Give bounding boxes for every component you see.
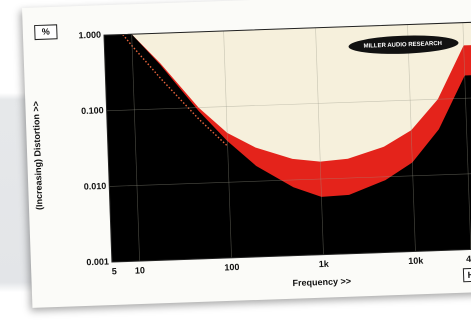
grid-line xyxy=(109,173,471,187)
grid-line xyxy=(462,22,471,250)
grid-line xyxy=(106,97,471,112)
y-tick-label: 1.000 xyxy=(78,30,101,41)
y-axis-label: (Increasing) Distortion >> xyxy=(31,101,45,210)
grid-line xyxy=(315,27,324,255)
distortion-line xyxy=(122,34,229,147)
x-axis-label: Frequency >> xyxy=(292,276,351,288)
grid-line xyxy=(407,24,416,252)
grid-line xyxy=(223,30,232,258)
x-tick-label: 5 xyxy=(112,266,117,276)
y-tick-label: 0.001 xyxy=(86,256,109,267)
y-tick-label: 0.010 xyxy=(84,181,107,192)
y-unit: % xyxy=(42,26,50,36)
x-tick-label: 100 xyxy=(224,262,239,273)
unit-box xyxy=(34,24,58,41)
x-tick-label: 10k xyxy=(408,255,424,266)
chart: (Increasing) Distortion >> Frequency >> … xyxy=(31,21,471,288)
y-tick-label: 0.100 xyxy=(81,105,104,116)
x-tick-label: 40 xyxy=(466,254,471,264)
logo: MILLER AUDIO RESEARCH xyxy=(363,41,442,50)
chart-card: (Increasing) Distortion >> Frequency >> … xyxy=(22,0,471,308)
plot-frame xyxy=(103,21,471,263)
unit-box xyxy=(462,267,471,283)
distortion-area xyxy=(103,34,471,263)
logo-badge xyxy=(348,35,459,54)
x-tick-label: 10 xyxy=(135,265,145,275)
x-tick-label: 1k xyxy=(319,259,330,269)
grid-line xyxy=(131,34,140,262)
x-unit: Hz xyxy=(467,270,471,280)
